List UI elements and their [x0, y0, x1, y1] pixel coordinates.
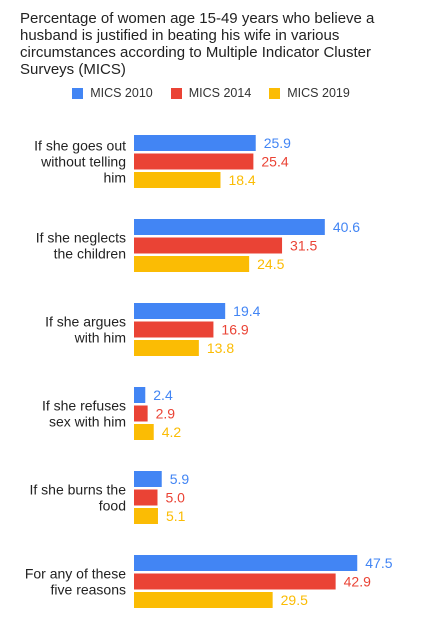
- bar: [134, 592, 273, 608]
- data-label: 24.5: [257, 256, 284, 272]
- legend-item-3: MICS 2019: [269, 86, 350, 100]
- category-label: If she goes out without telling him: [34, 138, 126, 186]
- data-label: 29.5: [281, 592, 308, 608]
- data-label: 42.9: [344, 574, 371, 590]
- data-label: 40.6: [333, 219, 360, 235]
- data-label: 5.0: [166, 490, 186, 506]
- bar: [134, 303, 226, 319]
- bar: [134, 508, 158, 524]
- bar: [134, 321, 214, 338]
- legend-swatch: [72, 87, 84, 99]
- bar: [134, 489, 158, 506]
- bar: [134, 219, 325, 235]
- bar: [134, 172, 221, 188]
- data-label: 31.5: [290, 238, 317, 254]
- data-label: 2.9: [156, 406, 176, 422]
- bar: [134, 135, 256, 151]
- data-label: 18.4: [228, 172, 255, 188]
- data-label: 13.8: [207, 340, 234, 356]
- category-label: If she neglects the children: [36, 230, 126, 262]
- data-label: 16.9: [221, 322, 248, 338]
- data-label: 19.4: [233, 303, 260, 319]
- legend-swatch: [269, 87, 281, 99]
- category-label: If she argues with him: [45, 314, 126, 346]
- legend-swatch: [170, 87, 182, 99]
- bar: [134, 256, 250, 272]
- data-label: 25.9: [264, 135, 291, 151]
- category-label: For any of these five reasons: [25, 566, 126, 598]
- data-label: 5.9: [170, 471, 190, 487]
- bar: [134, 340, 199, 356]
- legend: MICS 2010 MICS 2014 MICS 2019: [0, 86, 422, 100]
- bar: [134, 387, 146, 403]
- legend-item-1: MICS 2010: [72, 86, 153, 100]
- bar: [134, 555, 358, 571]
- category-label: If she burns the food: [29, 482, 126, 514]
- legend-label: MICS 2014: [188, 86, 252, 100]
- data-label: 4.2: [162, 424, 182, 440]
- category-label: If she refuses sex with him: [42, 398, 126, 430]
- legend-item-2: MICS 2014: [170, 86, 252, 100]
- legend-label: MICS 2019: [287, 86, 350, 100]
- bar: [134, 471, 162, 487]
- bar: [134, 405, 148, 422]
- data-label: 47.5: [365, 555, 392, 571]
- bar: [134, 237, 283, 254]
- chart-title: Percentage of women age 15-49 years who …: [20, 10, 375, 78]
- data-label: 25.4: [261, 154, 288, 170]
- bar: [134, 573, 336, 590]
- bar: [134, 424, 154, 440]
- legend-label: MICS 2010: [90, 86, 153, 100]
- data-label: 2.4: [153, 387, 173, 403]
- data-label: 5.1: [166, 508, 186, 524]
- bar: [134, 153, 254, 170]
